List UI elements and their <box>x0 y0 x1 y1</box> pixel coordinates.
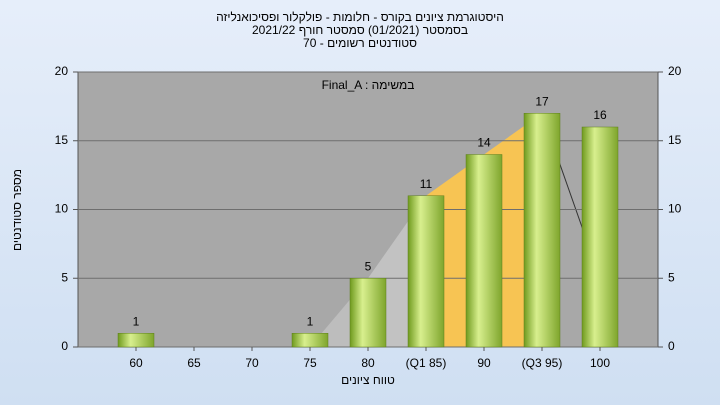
x-axis-label: טווח ציונים <box>341 373 395 387</box>
data-label: 11 <box>420 177 433 191</box>
x-tick-label: 75 <box>303 356 317 370</box>
y2-tick-label: 0 <box>668 339 675 353</box>
y-tick-label: 15 <box>55 133 69 147</box>
y-tick-label: 5 <box>61 270 68 284</box>
y-tick-label: 20 <box>55 64 69 78</box>
bar <box>407 195 445 348</box>
data-label: 5 <box>365 259 372 273</box>
x-tick-label: 70 <box>245 356 259 370</box>
y2-tick-label: 20 <box>668 64 682 78</box>
chart-title: היסטוגרמת ציונים בקורס - חלומות - פולקלו… <box>216 10 504 24</box>
annotation: Final_A : במשימה <box>322 78 415 92</box>
y2-tick-label: 5 <box>668 270 675 284</box>
x-tick-label: 90 <box>477 356 491 370</box>
bar <box>291 333 329 348</box>
data-label: 1 <box>307 314 314 328</box>
y2-tick-label: 15 <box>668 133 682 147</box>
x-tick-label: 60 <box>129 356 143 370</box>
bar <box>581 126 619 348</box>
y-tick-label: 10 <box>55 202 69 216</box>
x-tick-label: 80 <box>361 356 375 370</box>
y-tick-label: 0 <box>61 339 68 353</box>
x-tick-label: 100 <box>590 356 610 370</box>
x-tick-label: (Q3 95) <box>522 356 563 370</box>
y2-tick-label: 10 <box>668 202 682 216</box>
data-label: 16 <box>593 108 607 122</box>
bar <box>523 113 561 348</box>
data-label: 14 <box>477 136 491 150</box>
x-tick-label: (Q1 85) <box>406 356 447 370</box>
data-label: 1 <box>133 314 140 328</box>
bar <box>349 278 387 348</box>
x-tick-label: 65 <box>187 356 201 370</box>
y-axis-label: מספר סטודנטים <box>10 169 24 251</box>
data-label: 17 <box>535 94 549 108</box>
chart-subtitle: סטודנטים רשומים - 70 <box>303 36 417 50</box>
bar <box>465 154 503 348</box>
chart-subtitle: בסמסטר (01/2021) סמסטר חורף 2021/22 <box>252 23 468 37</box>
bar <box>117 333 155 348</box>
